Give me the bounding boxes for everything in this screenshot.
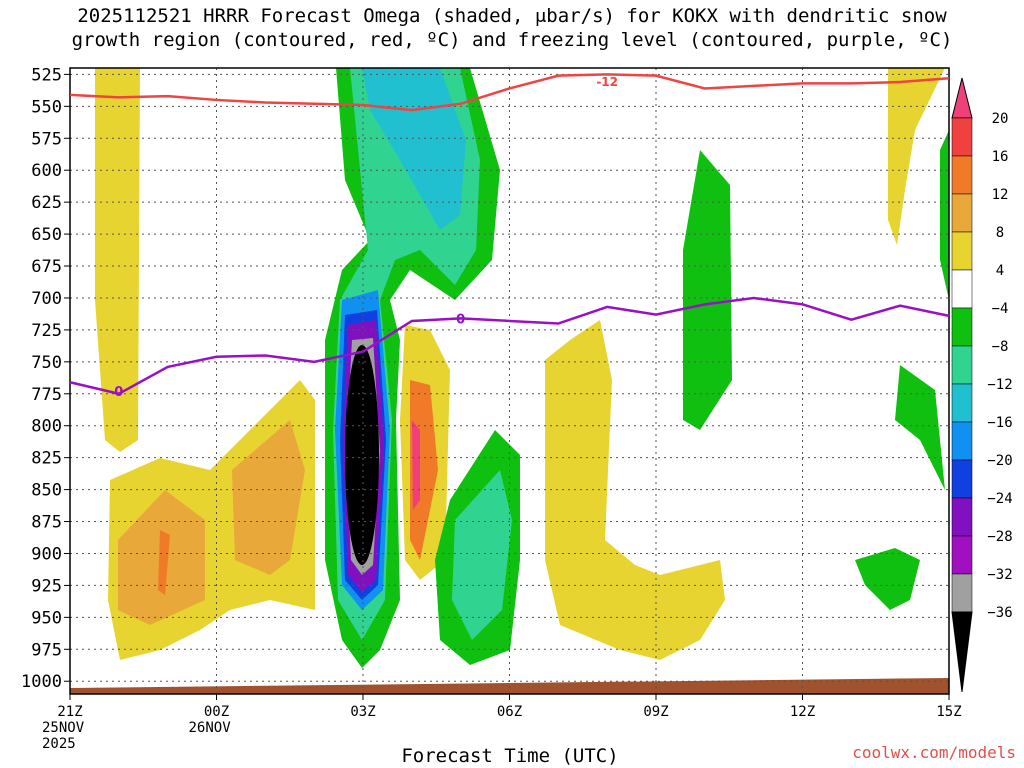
- x-tick-date: 25NOV: [42, 720, 85, 736]
- y-tick-label: 925: [31, 576, 62, 596]
- colorbar-label: −12: [987, 377, 1012, 393]
- colorbar-swatch: [951, 193, 973, 233]
- omega-region-sinking-12-left: [158, 530, 170, 595]
- y-tick-label: 550: [31, 97, 62, 117]
- y-tick-label: 825: [31, 449, 62, 469]
- omega-region-rising-36: [345, 345, 379, 565]
- omega-region-sinking-4-right: [545, 320, 725, 660]
- freezing-level-contour-line: [69, 296, 950, 396]
- omega-region-sinking-20: [412, 420, 420, 510]
- y-tick-label: 575: [31, 129, 62, 149]
- y-tick-label: 800: [31, 417, 62, 437]
- x-tick-label: 21Z: [57, 704, 82, 720]
- y-tick-label: 650: [31, 225, 62, 245]
- x-tick-label: 03Z: [350, 704, 375, 720]
- y-tick-label: 1000: [21, 672, 62, 692]
- colorbar-label: −20: [987, 453, 1012, 469]
- colorbar-swatch: [951, 155, 973, 195]
- omega-region-sinking-4-left: [95, 68, 140, 452]
- chart-title: 2025112521 HRRR Forecast Omega (shaded, …: [71, 5, 953, 51]
- x-tick-label: 00Z: [204, 704, 229, 720]
- dgz-contour-label: -12: [596, 75, 618, 89]
- x-tick-label: 12Z: [790, 704, 815, 720]
- y-tick-label: 775: [31, 385, 62, 405]
- colorbar-top-arrow: [951, 77, 973, 119]
- dgz-contour-line: [69, 73, 950, 112]
- y-tick-label: 850: [31, 481, 62, 501]
- colorbar-label: 4: [996, 263, 1004, 279]
- y-tick-label: 875: [31, 513, 62, 533]
- colorbar-swatch: [951, 573, 973, 613]
- omega-region-rising-8-right: [683, 150, 732, 430]
- x-tick-label: 15Z: [936, 704, 961, 720]
- colorbar-label: 8: [996, 225, 1004, 241]
- y-tick-label: 750: [31, 353, 62, 373]
- omega-region-sinking-12: [410, 380, 438, 560]
- colorbar-label: −16: [987, 415, 1012, 431]
- colorbar-label: −36: [987, 605, 1012, 621]
- y-tick-label: 525: [31, 65, 62, 85]
- omega-region-sinking-4-far: [888, 68, 945, 245]
- y-tick-label: 625: [31, 193, 62, 213]
- colorbar-label: −28: [987, 529, 1012, 545]
- omega-region-rising-8-far: [895, 365, 945, 490]
- colorbar-label: −32: [987, 567, 1012, 583]
- freezing-label-mid: 0: [456, 312, 465, 327]
- chart-grid: [69, 68, 950, 694]
- colorbar-label: 20: [992, 111, 1009, 127]
- y-tick-label: 675: [31, 257, 62, 277]
- omega-colorbar: 20 16 12 8 4 −4 −8 −12 −16 −20 −24 −28 −32 −36: [951, 77, 1013, 693]
- colorbar-swatch: [951, 535, 973, 575]
- y-tick-label: 600: [31, 161, 62, 181]
- colorbar-label: 16: [992, 149, 1009, 165]
- colorbar-swatch: [951, 459, 973, 499]
- colorbar-label: −8: [992, 339, 1009, 355]
- x-axis-label: Forecast Time (UTC): [401, 745, 619, 767]
- colorbar-label: 12: [992, 187, 1009, 203]
- colorbar-label: −4: [992, 301, 1009, 317]
- freezing-label-left: 0: [114, 385, 123, 400]
- colorbar-label: −24: [987, 491, 1012, 507]
- omega-region-rising-8-far2: [855, 548, 920, 610]
- colorbar-swatch: [951, 231, 973, 271]
- omega-region-sinking-8-mid: [232, 420, 305, 575]
- x-tick-label: 06Z: [497, 704, 522, 720]
- omega-shading: [95, 68, 949, 668]
- omega-region-rising-8b-low: [452, 470, 512, 640]
- y-tick-label: 725: [31, 321, 62, 341]
- colorbar-swatch: [951, 307, 973, 347]
- y-axis-ticks: 525 550 575 600 625 650 675 700 725 750 775 800 825 8…: [21, 65, 70, 692]
- x-tick-year: 2025: [42, 736, 76, 752]
- colorbar-swatch: [951, 345, 973, 385]
- contour-lines: -12 0 0: [69, 73, 950, 400]
- colorbar-bottom-arrow: [951, 611, 973, 693]
- x-tick-label: 09Z: [643, 704, 668, 720]
- y-tick-label: 700: [31, 289, 62, 309]
- y-tick-label: 900: [31, 544, 62, 564]
- y-tick-label: 950: [31, 608, 62, 628]
- colorbar-swatch: [951, 497, 973, 537]
- colorbar-swatch: [951, 421, 973, 461]
- omega-region-rising-8-edge: [940, 130, 949, 300]
- colorbar-swatch: [951, 117, 973, 157]
- colorbar-swatch: [951, 269, 973, 309]
- x-tick-date: 26NOV: [189, 720, 232, 736]
- y-tick-label: 975: [31, 640, 62, 660]
- colorbar-swatch: [951, 383, 973, 423]
- credit-link[interactable]: coolwx.com/models: [852, 743, 1016, 762]
